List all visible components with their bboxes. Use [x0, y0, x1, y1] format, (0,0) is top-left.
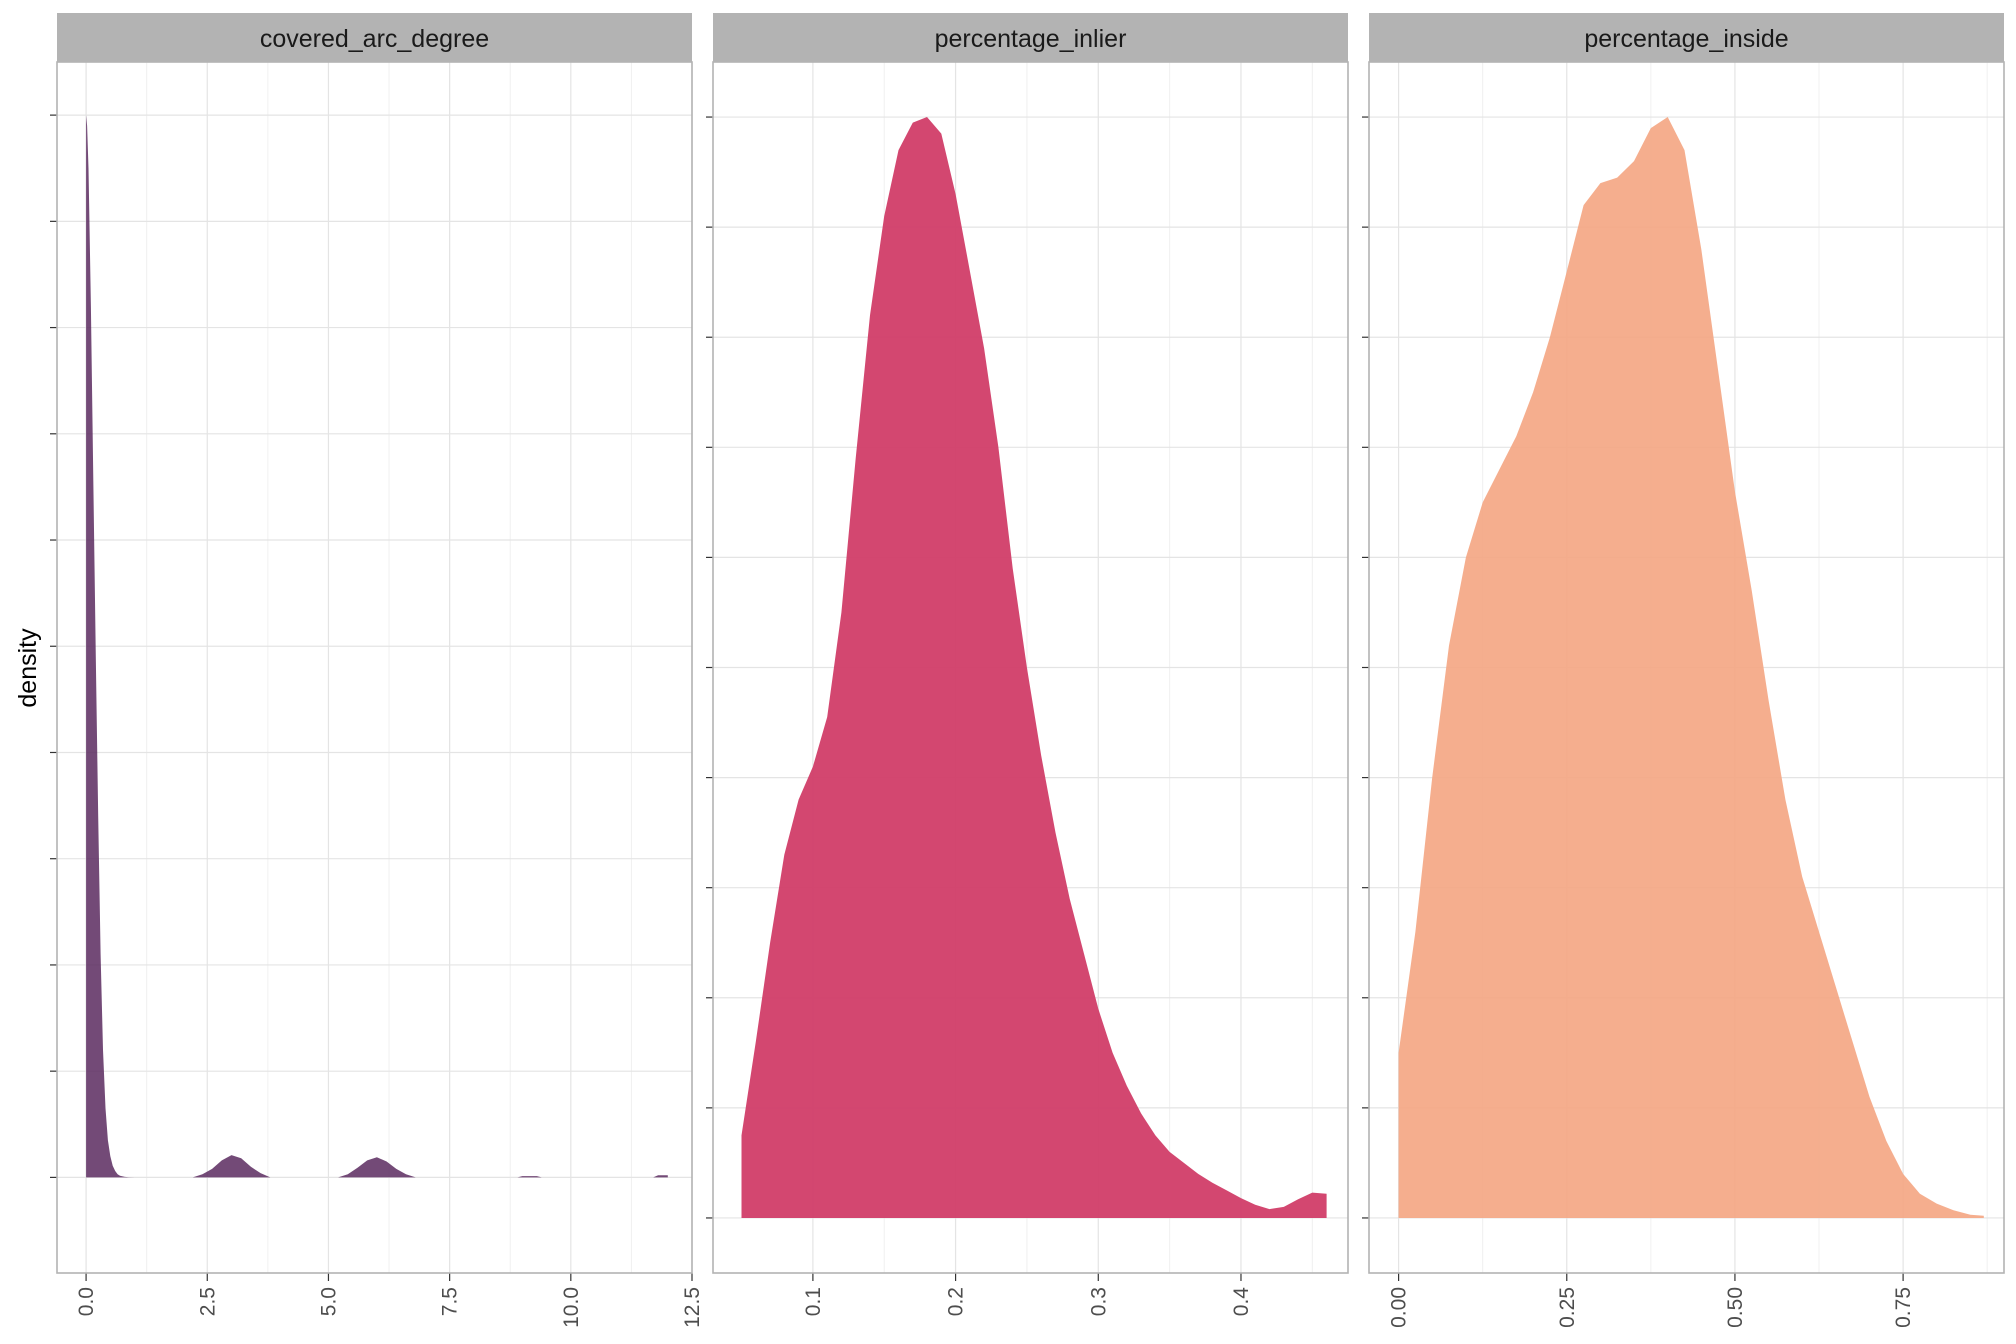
x-tick-label: 2.5 — [196, 1287, 219, 1316]
panel-background — [57, 62, 692, 1273]
x-tick-label: 5.0 — [317, 1287, 340, 1316]
x-tick-label: 0.4 — [1230, 1287, 1253, 1317]
panel-covered_arc_degree: 0.0 2.5 5.0 7.5 10.0 12.5 covered_arc_degree — [50, 13, 704, 1328]
x-tick-label: 10.0 — [560, 1287, 583, 1328]
facet-strip — [1369, 13, 2004, 62]
x-tick-label: 0.2 — [945, 1287, 968, 1316]
density-area-percentage_inlier — [741, 117, 1327, 1218]
x-tick-label: 0.1 — [802, 1287, 825, 1316]
facet-strip-label: covered_arc_degree — [260, 25, 489, 53]
panel-percentage_inlier: 0.1 0.2 0.3 0.4 percentage_inlier — [706, 13, 1349, 1317]
facet-strip — [713, 13, 1348, 62]
x-tick-label: 0.0 — [75, 1287, 98, 1316]
panel-percentage_inside: 0.00 0.25 0.50 0.75 percentage_inside — [1362, 13, 2005, 1328]
x-tick-label: 0.50 — [1724, 1287, 1747, 1328]
y-axis-title: density — [14, 628, 42, 708]
density-area-percentage_inside — [1398, 117, 1984, 1218]
facet-strip-label: percentage_inside — [1584, 25, 1788, 53]
facet-strip — [57, 13, 692, 62]
x-tick-label: 0.3 — [1087, 1287, 1110, 1316]
x-tick-label: 12.5 — [681, 1287, 704, 1328]
facet-strip-label: percentage_inlier — [935, 25, 1127, 53]
x-tick-label: 0.25 — [1556, 1287, 1579, 1328]
x-tick-label: 7.5 — [439, 1287, 462, 1316]
x-tick-label: 0.75 — [1892, 1287, 1915, 1328]
x-tick-label: 0.00 — [1388, 1287, 1411, 1328]
